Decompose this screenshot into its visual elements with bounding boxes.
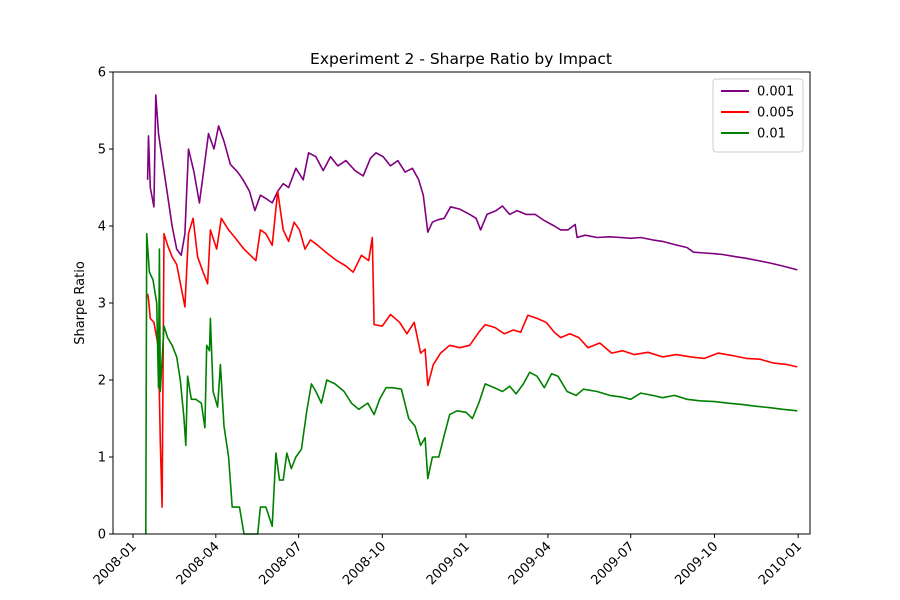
series-line-1 bbox=[146, 94, 798, 271]
legend-label: 0.005 bbox=[757, 106, 794, 121]
x-tick-label: 2009-10 bbox=[672, 539, 721, 588]
y-tick-label: 0 bbox=[98, 528, 106, 543]
y-tick-label: 3 bbox=[98, 297, 106, 312]
x-tick-label: 2008-01 bbox=[91, 539, 140, 588]
chart-title: Experiment 2 - Sharpe Ratio by Impact bbox=[310, 50, 612, 68]
x-tick-label: 2008-07 bbox=[256, 539, 305, 588]
x-tick-label: 2009-04 bbox=[506, 539, 555, 588]
legend-label: 0.001 bbox=[757, 85, 794, 100]
x-tick-label: 2009-07 bbox=[589, 539, 638, 588]
x-tick-label: 2010-01 bbox=[756, 539, 805, 588]
legend: 0.001 0.005 0.01 bbox=[712, 78, 804, 153]
y-tick-label: 2 bbox=[98, 374, 106, 389]
y-tick-label: 1 bbox=[98, 451, 106, 466]
y-axis: 0 1 2 3 4 5 6 bbox=[98, 66, 113, 543]
y-tick-label: 6 bbox=[98, 66, 106, 81]
y-tick-label: 4 bbox=[98, 220, 106, 235]
legend-label: 0.01 bbox=[757, 127, 786, 142]
series-line-2 bbox=[146, 190, 798, 508]
y-axis-title: Sharpe Ratio bbox=[73, 261, 88, 345]
x-tick-label: 2009-01 bbox=[424, 539, 473, 588]
plot-area bbox=[145, 94, 798, 535]
axes-frame bbox=[112, 71, 811, 535]
y-tick-label: 5 bbox=[98, 143, 106, 158]
x-axis: 2008-01 2008-04 2008-07 2008-10 2009-01 2009-… bbox=[91, 534, 805, 588]
series-line-3 bbox=[145, 232, 798, 535]
x-tick-label: 2008-10 bbox=[340, 539, 389, 588]
x-tick-label: 2008-04 bbox=[174, 539, 223, 588]
